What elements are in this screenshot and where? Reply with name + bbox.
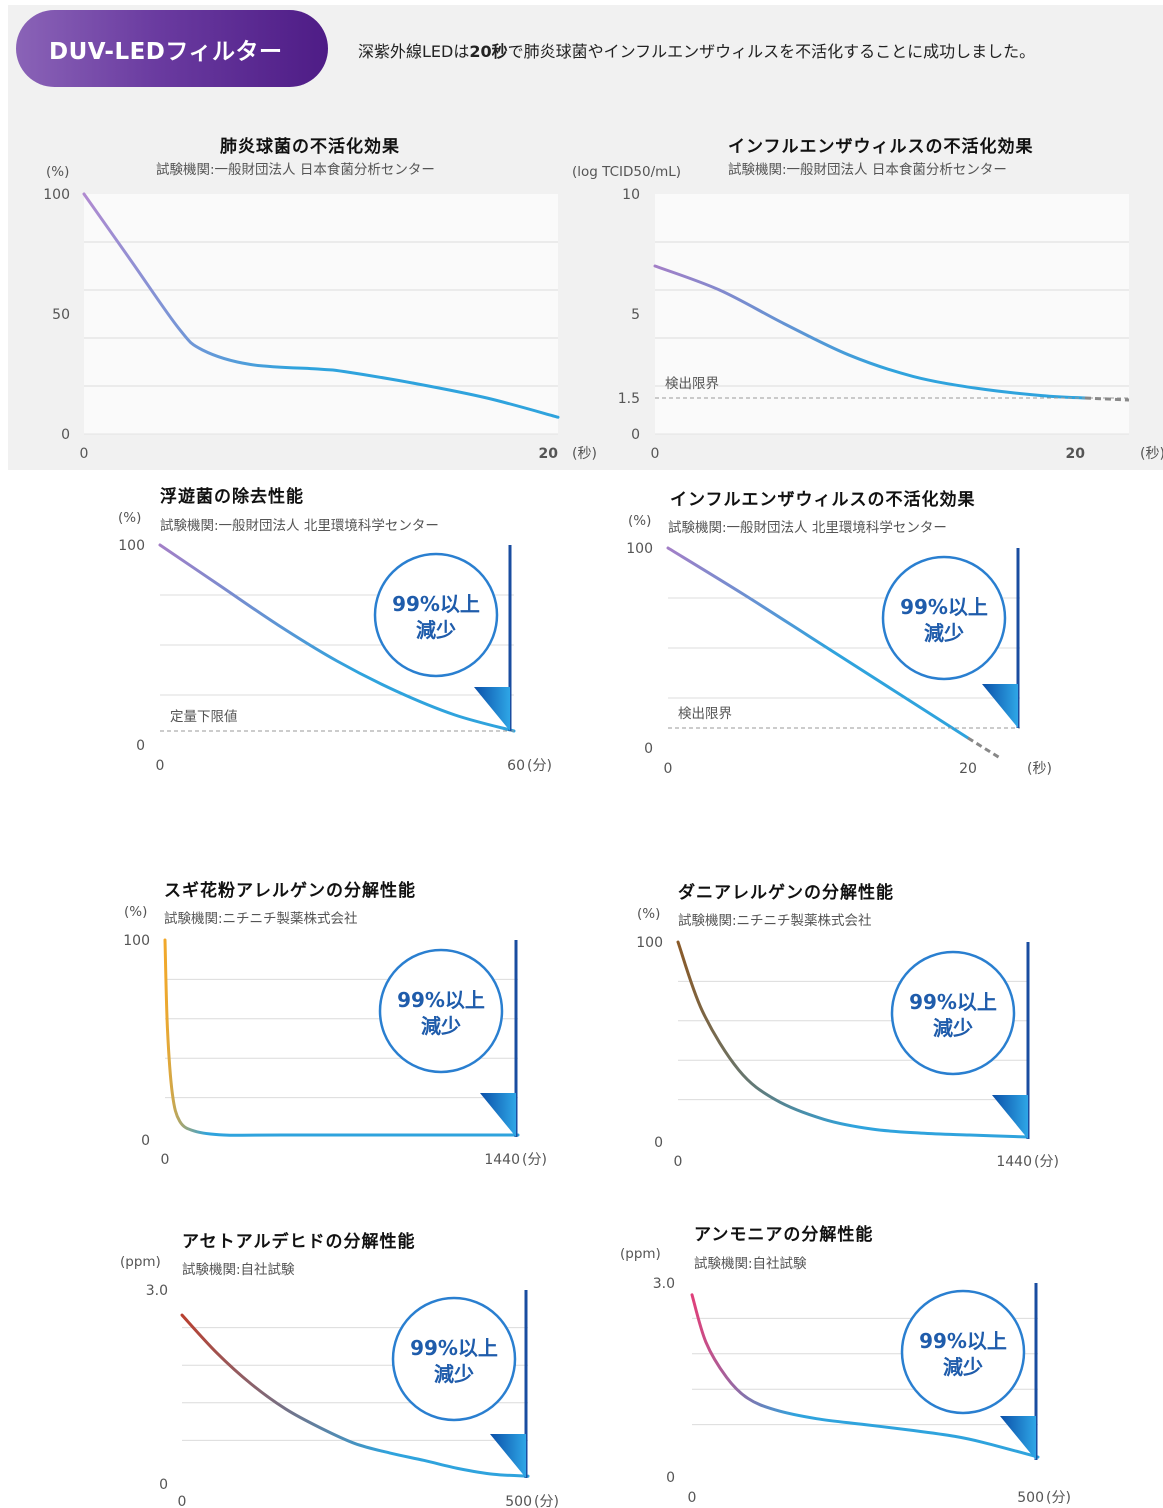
plot-area xyxy=(165,940,518,1137)
x-tick-label: 500 xyxy=(1017,1490,1044,1506)
reduction-badge-line1: 99%以上 xyxy=(410,1336,498,1360)
chart-title: ダニアレルゲンの分解性能 xyxy=(678,883,894,903)
chart-subtitle: 試験機関:ニチニチ製薬株式会社 xyxy=(164,911,358,927)
y-tick-label: 3.0 xyxy=(146,1283,168,1299)
reduction-badge-circle xyxy=(373,552,499,678)
y-tick-label: 0 xyxy=(644,741,653,757)
chart-subtitle: 試験機関:自社試験 xyxy=(182,1262,295,1278)
intro-text: 深紫外線LEDは20秒で肺炎球菌やインフルエンザウィルスを不活化することに成功し… xyxy=(358,38,1035,62)
x-unit: (分) xyxy=(1034,1154,1059,1170)
chart-title: インフルエンザウィルスの不活化効果 xyxy=(728,137,1034,157)
y-unit: (%) xyxy=(628,513,652,529)
y-unit: (%) xyxy=(118,510,142,526)
x-unit: (分) xyxy=(1046,1490,1071,1506)
y-tick-label: 0 xyxy=(141,1133,150,1149)
chart-subtitle: 試験機関:ニチニチ製薬株式会社 xyxy=(678,913,872,929)
plot-area xyxy=(678,942,1028,1139)
chart-title: アンモニアの分解性能 xyxy=(694,1225,874,1245)
y-tick-label: 3.0 xyxy=(653,1276,675,1292)
chart-title: 肺炎球菌の不活化効果 xyxy=(220,137,400,157)
reduction-badge-circle xyxy=(890,950,1016,1076)
intro-post: で肺炎球菌やインフルエンザウィルスを不活化することに成功しました。 xyxy=(507,42,1036,61)
y-tick-label: 100 xyxy=(636,935,663,951)
reduction-badge-circle xyxy=(391,1296,517,1422)
x-unit: (秒) xyxy=(1027,761,1052,777)
reduction-badge-circle xyxy=(378,948,504,1074)
chart-title: アセトアルデヒドの分解性能 xyxy=(182,1232,416,1252)
reduction-badge-line1: 99%以上 xyxy=(397,988,485,1012)
plot-area xyxy=(182,1290,528,1478)
y-tick-label: 0 xyxy=(666,1470,675,1486)
x-tick-label: 0 xyxy=(664,761,673,777)
x-tick-label: 0 xyxy=(156,758,165,774)
extrapolation-dash xyxy=(967,736,1001,760)
x-unit: (分) xyxy=(527,758,552,774)
series-line xyxy=(163,938,520,1137)
y-unit: (%) xyxy=(124,904,148,920)
series-line xyxy=(180,1313,530,1478)
series-line xyxy=(690,1293,1040,1459)
chart-subtitle: 試験機関:一般財団法人 北里環境科学センター xyxy=(160,518,439,534)
reduction-badge-line1: 99%以上 xyxy=(909,990,997,1014)
reduction-arrow-head xyxy=(982,684,1018,728)
series-line xyxy=(676,940,1030,1139)
intro-pre: 深紫外線LEDは xyxy=(358,42,470,61)
chart-subtitle: 試験機関:自社試験 xyxy=(694,1256,807,1272)
limit-label: 定量下限値 xyxy=(170,709,238,725)
reduction-badge-circle xyxy=(900,1289,1026,1415)
y-tick-label: 100 xyxy=(626,541,653,557)
reduction-arrow-head xyxy=(480,1093,516,1137)
chart-title: スギ花粉アレルゲンの分解性能 xyxy=(164,881,416,901)
reduction-badge-line2: 減少 xyxy=(943,1355,983,1379)
reduction-badge-line2: 減少 xyxy=(416,618,456,642)
x-tick-label: 0 xyxy=(674,1154,683,1170)
plot-area xyxy=(668,548,1020,748)
reduction-badge-line2: 減少 xyxy=(421,1014,461,1038)
chart-subtitle: 試験機関:一般財団法人 日本食菌分析センター xyxy=(156,162,435,178)
y-tick-label: 100 xyxy=(123,933,150,949)
y-tick-label: 0 xyxy=(159,1477,168,1493)
reduction-arrow-head xyxy=(490,1434,526,1478)
series-line xyxy=(666,546,970,740)
chart-subtitle: 試験機関:一般財団法人 日本食菌分析センター xyxy=(728,162,1007,178)
reduction-badge-line1: 99%以上 xyxy=(919,1329,1007,1353)
reduction-arrow-head xyxy=(992,1095,1028,1139)
series-line xyxy=(158,543,516,733)
y-tick-label: 100 xyxy=(118,538,145,554)
x-tick-label: 500 xyxy=(505,1494,532,1508)
plot-area xyxy=(160,545,514,745)
y-unit: (%) xyxy=(637,906,661,922)
chart-subtitle: 試験機関:一般財団法人 北里環境科学センター xyxy=(668,520,947,536)
reduction-badge-line1: 99%以上 xyxy=(392,592,480,616)
y-tick-label: 0 xyxy=(654,1135,663,1151)
x-tick-label: 20 xyxy=(959,761,977,777)
reduction-badge-circle xyxy=(881,555,1007,681)
reduction-badge-line2: 減少 xyxy=(434,1362,474,1386)
intro-bold: 20秒 xyxy=(469,42,508,61)
x-tick-label: 1440 xyxy=(484,1152,520,1168)
x-tick-label: 0 xyxy=(688,1490,697,1506)
reduction-badge-line2: 減少 xyxy=(924,621,964,645)
x-tick-label: 1440 xyxy=(996,1154,1032,1170)
reduction-badge-line2: 減少 xyxy=(933,1016,973,1040)
x-unit: (分) xyxy=(522,1152,547,1168)
x-tick-label: 60 xyxy=(507,758,525,774)
reduction-arrow-head xyxy=(474,687,510,731)
reduction-badge-line1: 99%以上 xyxy=(900,595,988,619)
y-tick-label: 0 xyxy=(136,738,145,754)
duv-led-filter-badge: DUV-LEDフィルター xyxy=(16,10,328,87)
x-tick-label: 0 xyxy=(178,1494,187,1508)
x-unit: (分) xyxy=(534,1494,559,1508)
y-unit: (log TCID50/mL) xyxy=(572,164,682,180)
chart-title: インフルエンザウィルスの不活化効果 xyxy=(670,490,976,510)
x-tick-label: 0 xyxy=(161,1152,170,1168)
y-unit: (%) xyxy=(46,164,70,180)
chart-title: 浮遊菌の除去性能 xyxy=(160,487,304,507)
y-unit: (ppm) xyxy=(620,1246,661,1262)
limit-label: 検出限界 xyxy=(678,706,732,722)
reduction-arrow-head xyxy=(1000,1416,1036,1460)
y-unit: (ppm) xyxy=(120,1254,161,1270)
plot-area xyxy=(692,1283,1038,1460)
